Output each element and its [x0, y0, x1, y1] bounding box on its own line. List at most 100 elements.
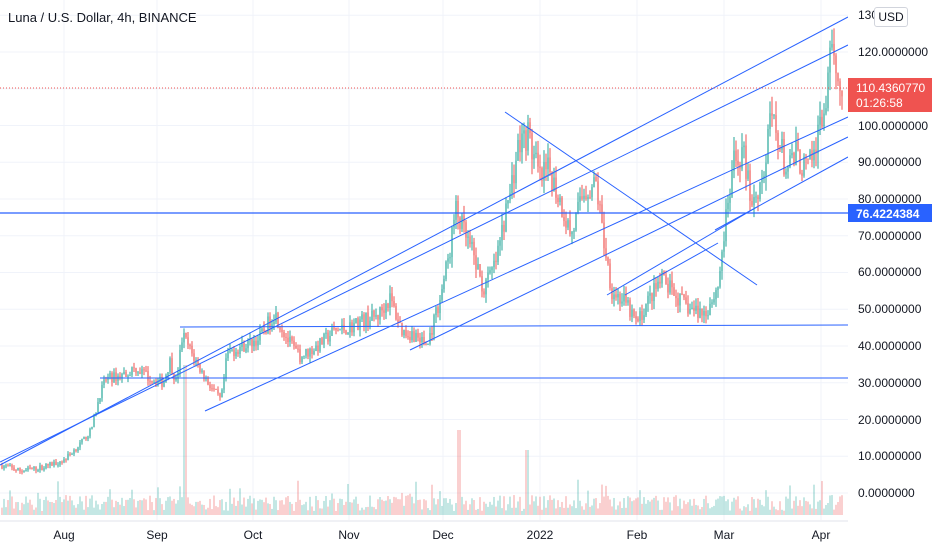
candle-body [519, 139, 521, 153]
volume-bar [703, 498, 705, 515]
candle-body [811, 150, 813, 161]
candle-body [737, 160, 739, 165]
candle-body [659, 281, 661, 284]
volume-bar [41, 510, 43, 515]
volume-bar [841, 495, 843, 515]
candle-body [317, 345, 319, 352]
candle-body [441, 289, 443, 300]
volume-bar [315, 495, 317, 515]
candle-body [699, 308, 701, 318]
candle-body [213, 388, 215, 390]
candle-body [455, 200, 457, 220]
candle-body [691, 307, 693, 309]
volume-bar [391, 502, 393, 515]
volume-bar [235, 505, 237, 515]
candle-body [15, 469, 17, 471]
candle-body [473, 241, 475, 256]
volume-bar [309, 496, 311, 515]
candle-body [343, 324, 345, 331]
candle-body [755, 196, 757, 198]
candle-body [641, 311, 643, 320]
volume-bar [289, 501, 291, 515]
volume-bar [667, 497, 669, 515]
volume-bar [389, 499, 391, 515]
candle-body [131, 367, 133, 376]
volume-bar [239, 488, 241, 515]
time-tick-label: Sep [146, 528, 168, 542]
volume-bar [441, 505, 443, 515]
volume-bar [259, 499, 261, 515]
price-tick-label: 50.0000000 [858, 302, 922, 316]
volume-bar [423, 499, 425, 515]
candle-body [369, 320, 371, 327]
volume-bar [165, 500, 167, 515]
volume-bar [619, 501, 621, 515]
candle-body [681, 293, 683, 295]
candle-body [381, 307, 383, 311]
candle-body [235, 351, 237, 357]
candle-body [335, 327, 337, 331]
volume-bar [779, 501, 781, 515]
volume-bar [115, 500, 117, 515]
volume-bar [135, 507, 137, 515]
candle-body [341, 324, 343, 330]
volume-bar [285, 497, 287, 515]
time-tick-label: Mar [714, 528, 735, 542]
volume-bar [265, 497, 267, 515]
candle-body [689, 308, 691, 314]
candle-body [741, 147, 743, 169]
volume-bar [673, 496, 675, 515]
volume-bar [639, 490, 641, 515]
candle-body [309, 348, 311, 357]
candle-body [619, 293, 621, 304]
candle-body [139, 372, 141, 374]
volume-bar [171, 500, 173, 515]
volume-bar [489, 501, 491, 515]
volume-bar [629, 497, 631, 515]
volume-bar [45, 496, 47, 515]
candle-body [621, 301, 623, 304]
candle-body [57, 464, 59, 466]
candle-body [115, 372, 117, 381]
candle-body [53, 461, 55, 466]
candle-body [823, 113, 825, 127]
candle-body [349, 322, 351, 333]
candle-body [143, 369, 145, 371]
candle-body [511, 175, 513, 194]
volume-bar [101, 504, 103, 515]
candle-body [391, 293, 393, 302]
candle-body [375, 315, 377, 317]
candle-body [183, 332, 185, 343]
volume-bar [465, 500, 467, 515]
currency-button[interactable]: USD [874, 7, 908, 27]
volume-bar [139, 499, 141, 515]
volume-bar [93, 507, 95, 515]
candle-body [569, 220, 571, 235]
candle-body [255, 340, 257, 346]
volume-bar [343, 505, 345, 515]
candle-body [105, 379, 107, 381]
volume-bar [757, 498, 759, 515]
volume-bar [581, 506, 583, 515]
candle-body [451, 227, 453, 258]
candle-body [701, 308, 703, 316]
volume-bar [261, 499, 263, 515]
volume-bar [49, 501, 51, 515]
volume-bar [799, 500, 801, 515]
candle-body [579, 196, 581, 202]
candle-body [311, 348, 313, 354]
candle-body [635, 316, 637, 319]
candle-body [149, 380, 151, 382]
volume-bar [793, 500, 795, 515]
volume-bar [269, 504, 271, 515]
volume-bar [783, 510, 785, 515]
volume-bar [767, 496, 769, 515]
volume-bar [117, 501, 119, 515]
candle-body [357, 318, 359, 330]
candle-body [749, 170, 751, 201]
candle-body [409, 336, 411, 341]
volume-bar [835, 504, 837, 515]
candle-body [211, 388, 213, 390]
